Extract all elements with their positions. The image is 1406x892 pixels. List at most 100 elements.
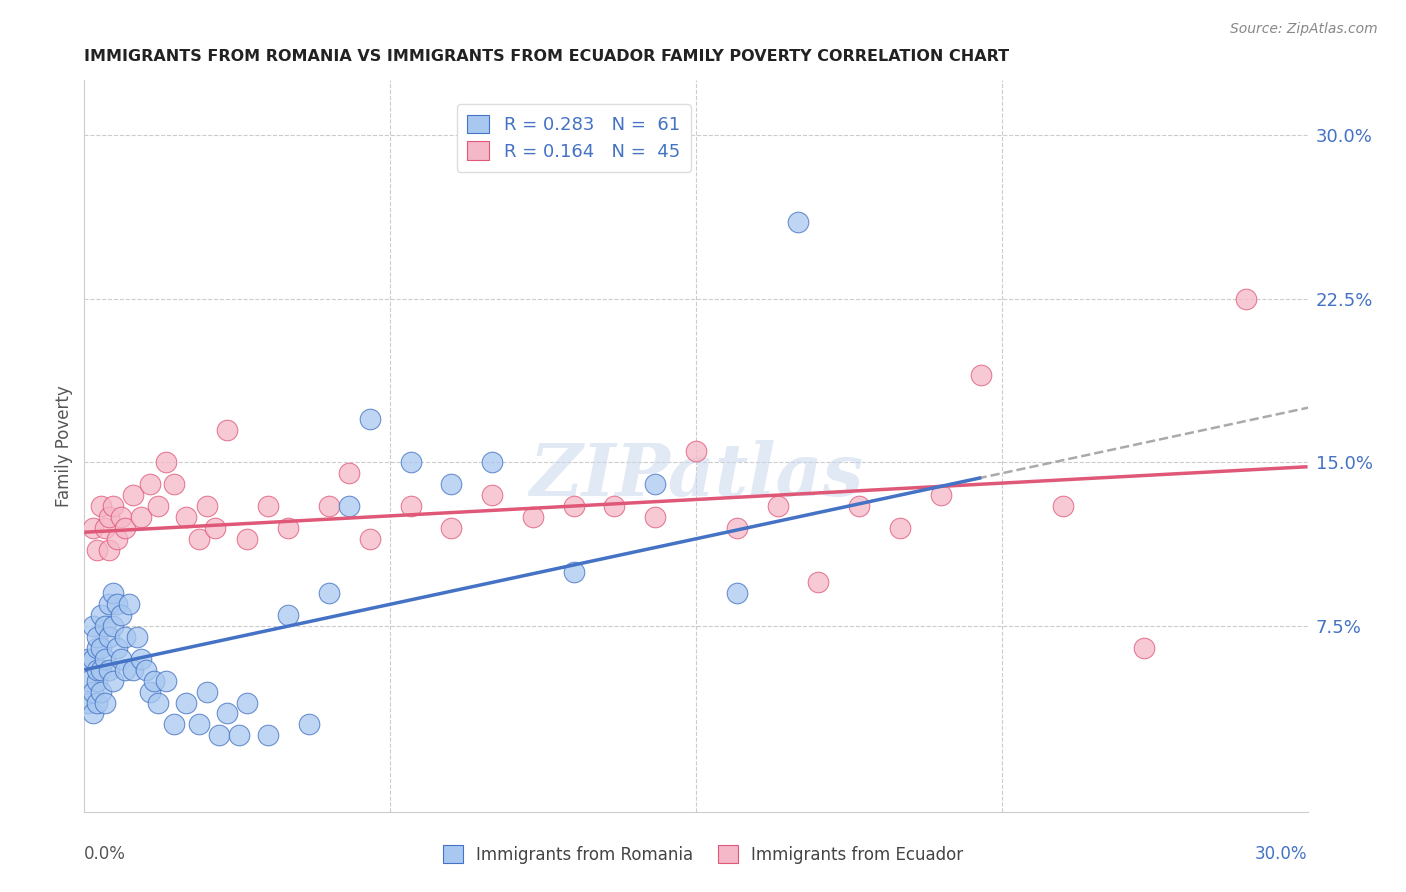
Point	[97, 630, 120, 644]
Point	[399, 499, 422, 513]
Point	[807, 575, 830, 590]
Point	[90, 499, 112, 513]
Point	[142, 673, 165, 688]
Point	[77, 652, 100, 666]
Point	[138, 684, 160, 698]
Point	[195, 684, 218, 698]
Point	[97, 663, 120, 677]
Point	[90, 608, 112, 623]
Text: IMMIGRANTS FROM ROMANIA VS IMMIGRANTS FROM ECUADOR FAMILY POVERTY CORRELATION CH: IMMIGRANTS FROM ROMANIA VS IMMIGRANTS FR…	[84, 49, 1010, 64]
Point	[217, 706, 239, 721]
Point	[97, 542, 120, 557]
Point	[359, 532, 381, 546]
Point	[1236, 292, 1258, 306]
Point	[86, 696, 108, 710]
Point	[603, 499, 626, 513]
Point	[1133, 640, 1156, 655]
Point	[77, 673, 100, 688]
Point	[204, 521, 226, 535]
Point	[359, 411, 381, 425]
Point	[562, 499, 585, 513]
Point	[97, 597, 120, 611]
Point	[131, 510, 153, 524]
Text: 0.0%: 0.0%	[84, 845, 127, 863]
Point	[644, 477, 666, 491]
Point	[766, 499, 789, 513]
Legend: Immigrants from Romania, Immigrants from Ecuador: Immigrants from Romania, Immigrants from…	[436, 838, 970, 871]
Text: 30.0%: 30.0%	[1256, 845, 1308, 863]
Point	[97, 510, 120, 524]
Point	[82, 684, 104, 698]
Point	[481, 455, 503, 469]
Point	[82, 619, 104, 633]
Point	[725, 521, 748, 535]
Point	[970, 368, 993, 382]
Point	[318, 499, 340, 513]
Point	[522, 510, 544, 524]
Point	[82, 706, 104, 721]
Point	[236, 696, 259, 710]
Point	[127, 630, 149, 644]
Point	[101, 499, 124, 513]
Point	[339, 499, 361, 513]
Point	[929, 488, 952, 502]
Point	[122, 663, 145, 677]
Point	[114, 630, 136, 644]
Point	[787, 215, 810, 229]
Point	[155, 673, 177, 688]
Point	[118, 597, 141, 611]
Point	[105, 532, 128, 546]
Point	[86, 663, 108, 677]
Point	[146, 696, 169, 710]
Point	[277, 521, 299, 535]
Point	[110, 510, 132, 524]
Point	[114, 663, 136, 677]
Point	[93, 696, 115, 710]
Point	[399, 455, 422, 469]
Point	[101, 619, 124, 633]
Point	[208, 728, 231, 742]
Point	[82, 652, 104, 666]
Point	[146, 499, 169, 513]
Point	[86, 640, 108, 655]
Point	[131, 652, 153, 666]
Point	[257, 728, 280, 742]
Point	[122, 488, 145, 502]
Point	[228, 728, 250, 742]
Legend: R = 0.283   N =  61, R = 0.164   N =  45: R = 0.283 N = 61, R = 0.164 N = 45	[457, 104, 690, 171]
Point	[440, 521, 463, 535]
Point	[644, 510, 666, 524]
Point	[163, 477, 186, 491]
Point	[90, 684, 112, 698]
Point	[236, 532, 259, 546]
Point	[889, 521, 911, 535]
Point	[155, 455, 177, 469]
Point	[562, 565, 585, 579]
Point	[195, 499, 218, 513]
Point	[93, 619, 115, 633]
Point	[298, 717, 321, 731]
Point	[848, 499, 870, 513]
Point	[481, 488, 503, 502]
Point	[105, 640, 128, 655]
Text: ZIPatlas: ZIPatlas	[529, 440, 863, 511]
Point	[86, 542, 108, 557]
Point	[135, 663, 157, 677]
Point	[93, 521, 115, 535]
Point	[257, 499, 280, 513]
Point	[105, 597, 128, 611]
Point	[110, 652, 132, 666]
Point	[187, 717, 209, 731]
Point	[685, 444, 707, 458]
Point	[101, 586, 124, 600]
Point	[174, 510, 197, 524]
Point	[114, 521, 136, 535]
Point	[339, 467, 361, 481]
Point	[277, 608, 299, 623]
Point	[86, 673, 108, 688]
Point	[93, 652, 115, 666]
Point	[440, 477, 463, 491]
Point	[138, 477, 160, 491]
Point	[725, 586, 748, 600]
Point	[86, 630, 108, 644]
